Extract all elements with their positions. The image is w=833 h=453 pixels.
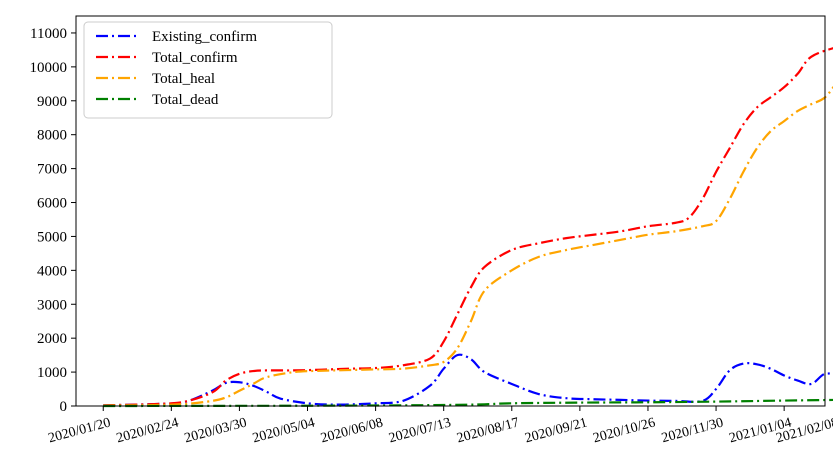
x-axis: 2020/01/20 2020/02/24 2020/03/30 2020/05/04…: [47, 406, 833, 446]
plot-frame: [75, 15, 826, 407]
y-tick-label: 4000: [37, 263, 67, 279]
legend-label-existing-confirm: Existing_confirm: [152, 29, 257, 45]
x-tick-label: 2020/05/04: [251, 415, 316, 446]
y-tick-label: 2000: [37, 331, 67, 347]
y-tick-label: 1000: [37, 365, 67, 381]
y-tick-label: 11000: [30, 26, 67, 42]
x-tick-label: 2020/01/20: [47, 415, 112, 446]
y-tick-label: 9000: [37, 94, 67, 110]
y-tick-label: 10000: [30, 60, 68, 76]
x-tick-label: 2020/07/13: [387, 415, 452, 446]
x-tick-label: 2020/02/24: [115, 415, 180, 446]
y-tick-label: 3000: [37, 297, 67, 313]
y-tick-label: 5000: [37, 229, 67, 245]
legend-label-total-confirm: Total_confirm: [152, 50, 238, 66]
legend: Existing_confirm Total_confirm Total_heal T…: [83, 21, 333, 119]
x-tick-label: 2020/06/08: [319, 415, 384, 446]
x-tick-label: 2020/08/17: [455, 415, 520, 446]
legend-box: [83, 21, 333, 119]
x-tick-label: 2020/03/30: [183, 415, 248, 446]
y-axis: 0 1000 2000 3000 4000 5000 6000 7000 8000 9000 100…: [30, 26, 76, 415]
x-tick-label: 2020/10/26: [592, 415, 657, 446]
series-line-total-heal: [103, 85, 833, 407]
y-tick-label: 6000: [37, 196, 67, 212]
legend-label-total-dead: Total_dead: [152, 92, 219, 108]
legend-label-total-heal: Total_heal: [152, 71, 215, 87]
x-tick-label: 2020/09/21: [523, 415, 588, 446]
y-tick-label: 0: [60, 399, 68, 415]
series-line-total-confirm: [103, 47, 833, 407]
y-tick-label: 8000: [37, 128, 67, 144]
x-tick-label: 2020/11/30: [660, 415, 725, 446]
series-line-existing-confirm: [103, 353, 833, 407]
y-tick-label: 7000: [37, 162, 67, 178]
series-line-total-dead: [103, 398, 833, 408]
